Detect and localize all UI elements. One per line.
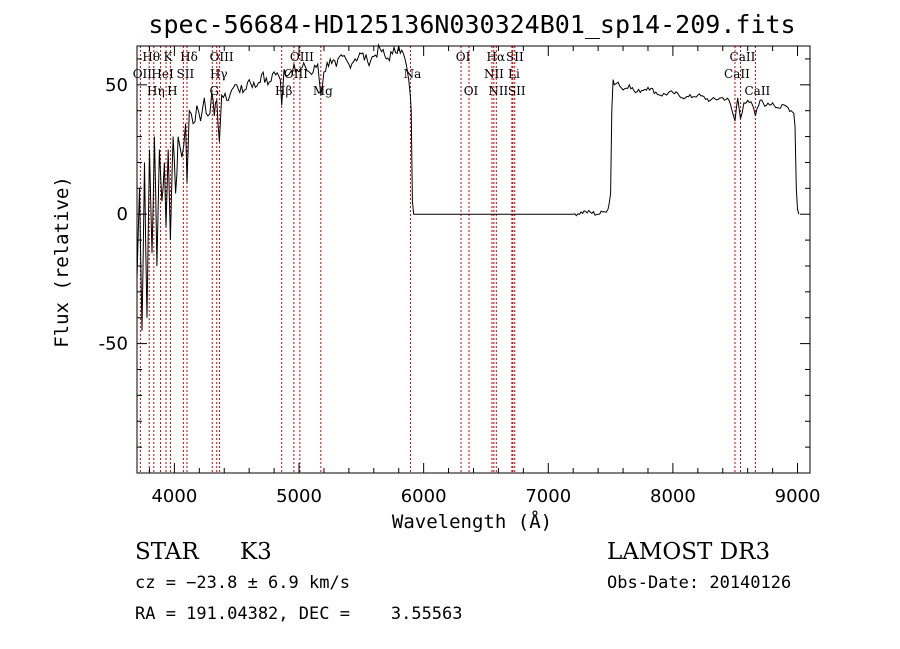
x-tick-label: 9000	[775, 486, 821, 507]
spectral-line-label: HeI	[151, 67, 174, 81]
spectral-line-label: Hα	[487, 50, 506, 64]
spectral-line-labels: OIIHθHηHeIKHSIIHδGHγOIIIHβOIIIOIIIMgNaOI…	[133, 50, 771, 98]
spectral-line-label: Hη	[147, 84, 165, 98]
y-tick-label: 50	[105, 75, 128, 96]
spectral-line-label: SII	[506, 50, 524, 64]
spectral-line-label: OIII	[290, 50, 314, 64]
spectral-line-label: Na	[404, 67, 422, 81]
x-tick-label: 5000	[276, 486, 322, 507]
x-tick-label: 7000	[525, 486, 571, 507]
spectral-line-label: G	[209, 84, 219, 98]
spectral-line-label: OI	[464, 84, 479, 98]
spectral-line-label: Li	[508, 67, 520, 81]
spectral-line-label: CaII	[730, 50, 756, 64]
chart-title: spec-56684-HD125136N030324B01_sp14-209.f…	[148, 10, 795, 39]
x-tick-label: 6000	[401, 486, 447, 507]
subclass-label: K3	[240, 539, 272, 565]
coordinates-text: RA = 191.04382, DEC = 3.55563	[135, 604, 463, 624]
class-label: STAR	[135, 539, 199, 565]
survey-label: LAMOST DR3	[607, 539, 770, 565]
spectral-line-label: Mg	[313, 84, 333, 98]
obs-date-text: Obs-Date: 20140126	[607, 573, 791, 593]
spectral-line-label: SII	[508, 84, 526, 98]
spectral-line-label: Hβ	[275, 84, 292, 98]
spectral-line-label: Hθ	[142, 50, 160, 64]
spectral-line-label: NII	[484, 67, 504, 81]
spectral-line-label: Hδ	[180, 50, 198, 64]
spectral-line-label: Hγ	[210, 67, 228, 81]
y-axis-ticks: -50 0 50	[99, 58, 810, 448]
y-tick-label: 0	[117, 204, 128, 225]
spectral-line-label: NII	[488, 84, 508, 98]
spectral-line-label: CaII	[744, 84, 770, 98]
spectral-line-label: CaII	[724, 67, 750, 81]
plot-frame	[136, 45, 811, 474]
spectral-lines	[139, 46, 756, 473]
redshift-text: cz = −23.8 ± 6.9 km/s	[135, 573, 350, 593]
spectral-line-label: K	[164, 50, 174, 64]
x-axis-ticks: 4000 5000 6000 7000 8000 9000	[148, 46, 821, 507]
spectral-line-label: H	[167, 84, 177, 98]
x-tick-label: 8000	[650, 486, 696, 507]
spectral-line-label: OIII	[284, 67, 308, 81]
x-tick-label: 4000	[151, 486, 197, 507]
x-axis-label: Wavelength (Å)	[392, 510, 552, 533]
spectral-line-label: OI	[456, 50, 471, 64]
spectral-line-label: OII	[133, 67, 153, 81]
y-tick-label: -50	[99, 334, 128, 355]
spectrum-line	[136, 42, 800, 331]
spectral-line-label: SII	[177, 67, 195, 81]
spectral-line-label: OIII	[210, 50, 234, 64]
y-axis-label: Flux (relative)	[51, 176, 73, 348]
